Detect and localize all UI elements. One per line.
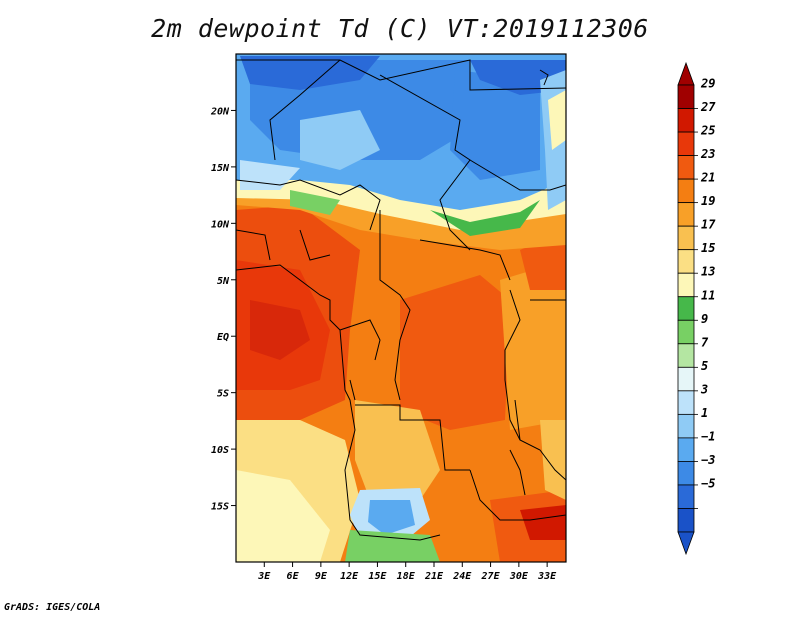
- colorbar-label: 13: [701, 265, 715, 279]
- country-borders: [236, 59, 566, 541]
- colorbar-swatch: [677, 319, 695, 345]
- lon-tick-label: 18E: [397, 571, 416, 582]
- map-title: 2m dewpoint Td (C) VT:2019112306: [151, 14, 649, 43]
- colorbar-swatch: [677, 202, 695, 227]
- colorbar-label: 1: [701, 406, 708, 420]
- lon-tick-label: 3E: [257, 571, 271, 582]
- colorbar-label: 27: [700, 100, 716, 114]
- colorbar-swatch: [677, 461, 695, 486]
- colorbar-swatch: [677, 366, 695, 392]
- colorbar-label: −1: [701, 429, 715, 443]
- lon-tick-label: 21E: [424, 571, 444, 582]
- colorbar-label: 3: [700, 382, 708, 396]
- colorbar-label: 7: [701, 335, 709, 349]
- colorbar-swatch: [677, 84, 695, 109]
- map-frame: [235, 53, 567, 563]
- colorbar-label: 23: [700, 147, 715, 161]
- lon-tick-label: 6E: [287, 571, 300, 582]
- longitude-axis: 3E 6E 9E 12E 15E 18E 21E 24E 27E 30E 33E: [257, 562, 557, 582]
- colorbar-label: 29: [700, 77, 715, 91]
- colorbar-swatch: [677, 484, 695, 509]
- lat-tick-label: EQ: [217, 332, 229, 343]
- colorbar-swatch: [677, 178, 695, 204]
- colorbar-swatch: [677, 108, 695, 133]
- lat-tick-label: 20N: [210, 106, 230, 117]
- colorbar-swatch: [677, 272, 695, 298]
- colorbar-label: 17: [701, 218, 716, 232]
- colorbar-label: 19: [701, 194, 715, 208]
- lat-tick-label: 5S: [217, 389, 229, 400]
- lat-tick-label: 10N: [211, 219, 230, 230]
- colorbar-bottom-arrow: [677, 531, 695, 556]
- colorbar-label: −3: [701, 453, 715, 467]
- lon-tick-label: 15E: [368, 571, 387, 582]
- colorbar-swatch: [677, 155, 695, 180]
- colorbar-swatch: [677, 225, 695, 251]
- latitude-axis: 20N 15N 10N 5N EQ 5S 10S 15S: [210, 106, 236, 513]
- colorbar-label: 11: [701, 288, 715, 302]
- colorbar-label: 25: [700, 124, 715, 138]
- lon-tick-label: 9E: [315, 571, 328, 582]
- colorbar-label: 21: [700, 171, 715, 185]
- colorbar-swatch: [677, 343, 695, 368]
- colorbar-label: 5: [701, 359, 708, 373]
- lon-tick-label: 12E: [340, 571, 359, 582]
- lat-tick-label: 15N: [211, 163, 230, 174]
- colorbar-label: 15: [701, 241, 715, 255]
- lon-tick-label: 27E: [481, 571, 501, 582]
- lon-tick-label: 24E: [452, 571, 472, 582]
- lon-tick-label: 30E: [509, 571, 529, 582]
- lon-tick-label: 33E: [537, 571, 557, 582]
- colorbar-label: −5: [701, 476, 715, 490]
- lat-tick-label: 5N: [217, 276, 230, 287]
- colorbar-label: 9: [701, 312, 708, 326]
- colorbar-swatch: [677, 413, 695, 439]
- colorbar-swatch: [677, 131, 695, 156]
- credit-label: GrADS: IGES/COLA: [4, 602, 101, 613]
- colorbar-swatch: [677, 390, 695, 415]
- dewpoint-field: [236, 54, 566, 562]
- lat-tick-label: 10S: [211, 445, 229, 456]
- lat-tick-label: 15S: [211, 502, 229, 513]
- colorbar-swatch: [677, 437, 695, 462]
- colorbar-swatch: [677, 508, 695, 533]
- colorbar-swatch: [677, 249, 695, 274]
- colorbar-top-arrow: [677, 61, 695, 86]
- colorbar-swatch: [677, 296, 695, 321]
